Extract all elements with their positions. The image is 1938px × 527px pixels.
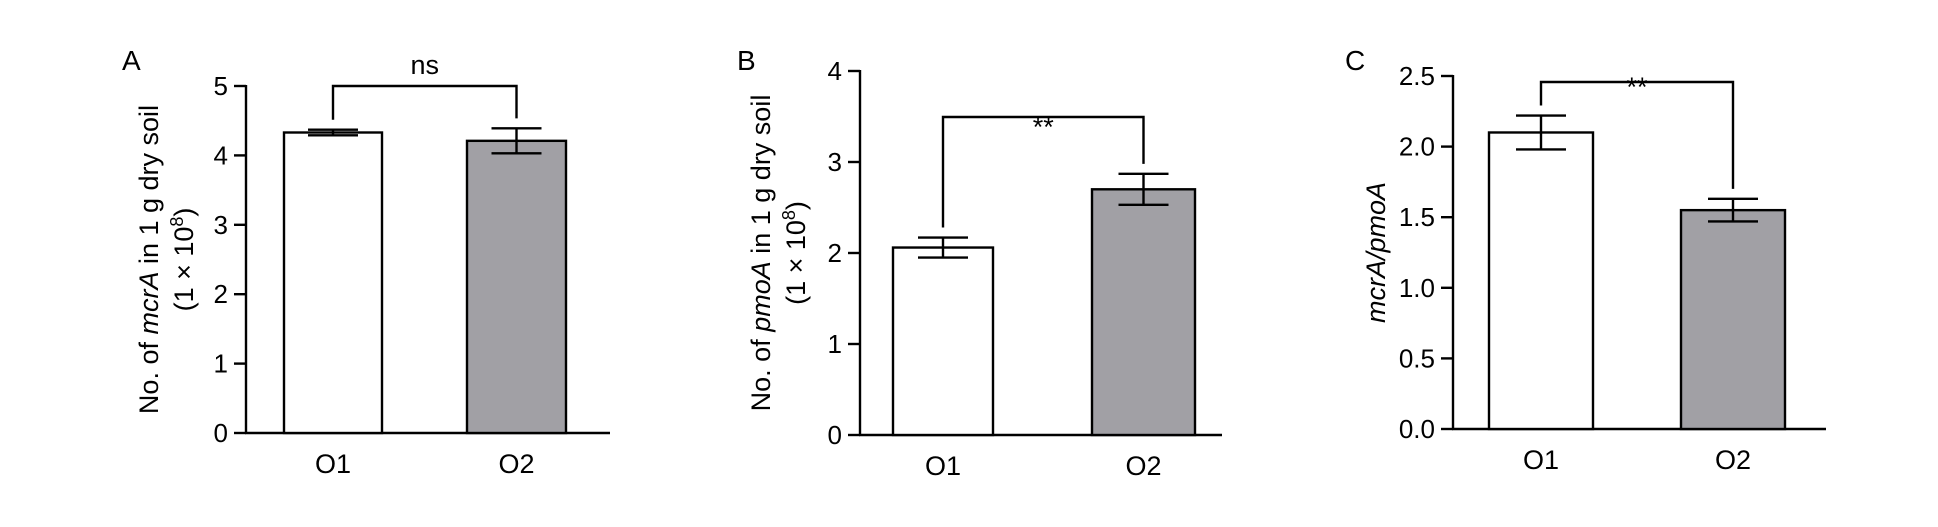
panel-c: C 0.0 0.5 1.0 1.5 2.0 2.5 O1 O2 ** mcrA/pmoA <box>1345 45 1826 475</box>
y-tick-label: 2 <box>828 238 842 268</box>
y-axis-label: mcrA/pmoA <box>1361 182 1391 323</box>
significance-label: ** <box>1033 112 1055 142</box>
panel-letter-b: B <box>737 45 756 76</box>
error-bar-o2 <box>491 127 542 155</box>
error-bar-o2 <box>1118 172 1169 206</box>
x-tick-label-o2: O2 <box>1125 451 1161 481</box>
error-bar-o1 <box>1516 114 1566 151</box>
significance-bracket <box>941 115 1145 228</box>
y-tick-label: 1.5 <box>1399 202 1435 232</box>
y-axis-label: No. of pmoA in 1 g dry soil <box>746 95 776 412</box>
x-tick-label-o2: O2 <box>1715 445 1751 475</box>
y-tick-label: 0 <box>214 418 228 448</box>
y-tick-label: 2.0 <box>1399 132 1435 162</box>
bar-o1 <box>282 131 384 435</box>
x-tick-label-o2: O2 <box>498 449 534 479</box>
y-tick-label: 0 <box>828 420 842 450</box>
y-tick-label: 4 <box>828 56 842 86</box>
y-tick-label: 2 <box>214 279 228 309</box>
x-tick-label-o1: O1 <box>925 451 961 481</box>
significance-bracket <box>1539 80 1735 189</box>
x-tick-label-o1: O1 <box>315 449 351 479</box>
significance-bracket <box>331 84 518 120</box>
y-tick-label: 1.0 <box>1399 273 1435 303</box>
y-tick-label: 3 <box>828 147 842 177</box>
error-bar-o1 <box>308 128 358 137</box>
bar-o2 <box>1090 188 1197 437</box>
bar-o2 <box>1679 208 1787 431</box>
significance-label: ns <box>410 50 439 80</box>
panel-a: A 0 1 2 3 4 5 O1 O2 ns No. of mcrA in 1 g dry soil… <box>122 45 610 479</box>
bar-o1 <box>891 246 995 437</box>
y-tick-label: 1 <box>828 329 842 359</box>
y-tick-label: 3 <box>214 210 228 240</box>
y-axis-label-unit: (1 × 108) <box>779 201 811 305</box>
bar-o1 <box>1487 131 1595 431</box>
panel-b: B 0 1 2 3 4 O1 O2 ** No. of pmoA in 1 g dry soil(… <box>737 45 1222 481</box>
panel-letter-c: C <box>1345 45 1365 76</box>
significance-label: ** <box>1626 72 1648 102</box>
bar-o2 <box>465 139 568 435</box>
y-tick-label: 2.5 <box>1399 61 1435 91</box>
y-tick-label: 0.0 <box>1399 414 1435 444</box>
y-axis-label-unit: (1 × 108) <box>167 208 199 312</box>
error-bar-o2 <box>1708 197 1758 223</box>
x-tick-label-o1: O1 <box>1523 445 1559 475</box>
y-tick-label: 1 <box>214 349 228 379</box>
error-bar-o1 <box>918 236 968 259</box>
y-tick-label: 5 <box>214 71 228 101</box>
panel-letter-a: A <box>122 45 141 76</box>
y-tick-label: 4 <box>214 140 228 170</box>
y-axis-label: No. of mcrA in 1 g dry soil <box>134 105 164 414</box>
y-tick-label: 0.5 <box>1399 343 1435 373</box>
